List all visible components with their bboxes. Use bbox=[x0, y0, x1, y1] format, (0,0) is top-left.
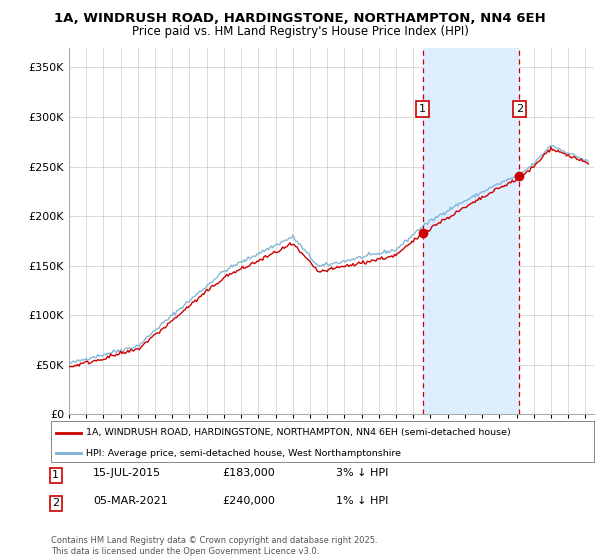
Text: 1% ↓ HPI: 1% ↓ HPI bbox=[336, 496, 388, 506]
Text: £183,000: £183,000 bbox=[222, 468, 275, 478]
Text: 3% ↓ HPI: 3% ↓ HPI bbox=[336, 468, 388, 478]
Text: 2: 2 bbox=[516, 104, 523, 114]
Text: 1: 1 bbox=[52, 470, 59, 480]
Text: Contains HM Land Registry data © Crown copyright and database right 2025.
This d: Contains HM Land Registry data © Crown c… bbox=[51, 536, 377, 556]
Text: 1A, WINDRUSH ROAD, HARDINGSTONE, NORTHAMPTON, NN4 6EH: 1A, WINDRUSH ROAD, HARDINGSTONE, NORTHAM… bbox=[54, 12, 546, 25]
Text: 15-JUL-2015: 15-JUL-2015 bbox=[93, 468, 161, 478]
Text: Price paid vs. HM Land Registry's House Price Index (HPI): Price paid vs. HM Land Registry's House … bbox=[131, 25, 469, 38]
Text: 05-MAR-2021: 05-MAR-2021 bbox=[93, 496, 168, 506]
Bar bbox=[422, 48, 520, 414]
Text: £240,000: £240,000 bbox=[222, 496, 275, 506]
Text: 2: 2 bbox=[52, 498, 59, 508]
Text: HPI: Average price, semi-detached house, West Northamptonshire: HPI: Average price, semi-detached house,… bbox=[86, 449, 401, 458]
Text: 1: 1 bbox=[419, 104, 426, 114]
Text: 1A, WINDRUSH ROAD, HARDINGSTONE, NORTHAMPTON, NN4 6EH (semi-detached house): 1A, WINDRUSH ROAD, HARDINGSTONE, NORTHAM… bbox=[86, 428, 511, 437]
